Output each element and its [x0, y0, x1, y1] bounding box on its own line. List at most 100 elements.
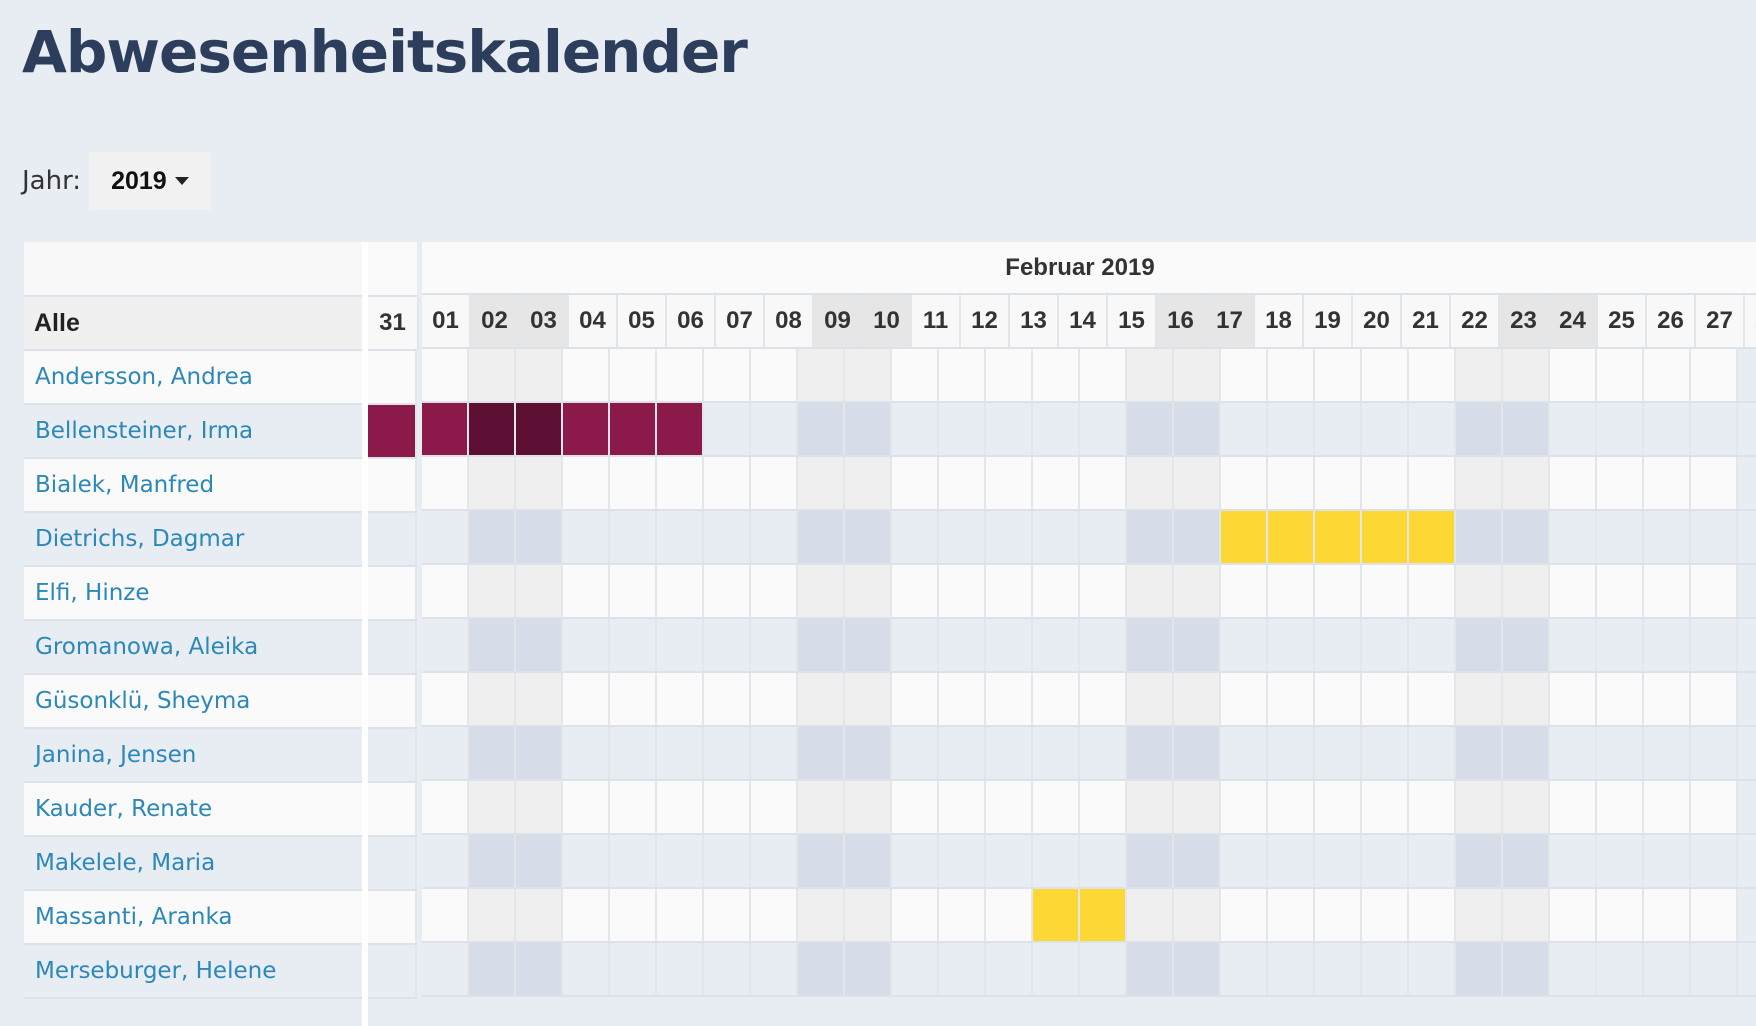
- day-cell[interactable]: [939, 403, 986, 455]
- day-cell[interactable]: [751, 943, 798, 995]
- absence-cell[interactable]: [1362, 511, 1409, 563]
- day-cell[interactable]: [1080, 673, 1127, 725]
- day-cell[interactable]: [704, 673, 751, 725]
- day-cell[interactable]: [1644, 457, 1691, 509]
- day-cell[interactable]: [751, 511, 798, 563]
- day-cell[interactable]: [1691, 511, 1738, 563]
- day-cell[interactable]: [1033, 511, 1080, 563]
- day-cell[interactable]: [1456, 403, 1503, 455]
- employee-name-link[interactable]: Dietrichs, Dagmar: [24, 513, 362, 567]
- day-cell[interactable]: [1362, 349, 1409, 401]
- day-cell[interactable]: [1503, 619, 1550, 671]
- day-cell[interactable]: [1550, 511, 1597, 563]
- day-cell[interactable]: [1597, 781, 1644, 833]
- day-cell[interactable]: [1315, 673, 1362, 725]
- day-cell[interactable]: [751, 889, 798, 941]
- day-cell[interactable]: [1691, 673, 1738, 725]
- day-cell[interactable]: [1456, 511, 1503, 563]
- day-cell[interactable]: [1268, 727, 1315, 779]
- day-cell[interactable]: [798, 727, 845, 779]
- day-cell[interactable]: [1080, 349, 1127, 401]
- day-cell[interactable]: [986, 403, 1033, 455]
- day-cell[interactable]: [422, 565, 469, 617]
- absence-cell[interactable]: [657, 403, 704, 455]
- day-cell[interactable]: [1315, 457, 1362, 509]
- employee-name-link[interactable]: Merseburger, Helene: [24, 945, 362, 999]
- day-cell[interactable]: [1597, 727, 1644, 779]
- day-cell[interactable]: [1221, 673, 1268, 725]
- day-cell[interactable]: [892, 673, 939, 725]
- absence-cell[interactable]: [1268, 511, 1315, 563]
- employee-name-link[interactable]: Bellensteiner, Irma: [24, 405, 362, 459]
- day-cell[interactable]: [939, 349, 986, 401]
- absence-cell[interactable]: [516, 403, 563, 455]
- day-cell[interactable]: [1691, 349, 1738, 401]
- day-cell[interactable]: [563, 673, 610, 725]
- day-cell[interactable]: [610, 835, 657, 887]
- day-cell[interactable]: [1174, 727, 1221, 779]
- day-cell[interactable]: [939, 619, 986, 671]
- day-cell[interactable]: [368, 783, 417, 835]
- day-cell[interactable]: [704, 619, 751, 671]
- employee-name-link[interactable]: Massanti, Aranka: [24, 891, 362, 945]
- day-cell[interactable]: [1550, 835, 1597, 887]
- day-cell[interactable]: [1127, 619, 1174, 671]
- day-cell[interactable]: [751, 781, 798, 833]
- day-cell[interactable]: [516, 781, 563, 833]
- day-cell[interactable]: [1221, 781, 1268, 833]
- day-cell[interactable]: [1174, 673, 1221, 725]
- day-cell[interactable]: [1456, 943, 1503, 995]
- day-cell[interactable]: [657, 889, 704, 941]
- day-cell[interactable]: [1033, 457, 1080, 509]
- day-cell[interactable]: [1362, 619, 1409, 671]
- day-cell[interactable]: [1550, 727, 1597, 779]
- day-cell[interactable]: [845, 457, 892, 509]
- day-cell[interactable]: [751, 673, 798, 725]
- day-cell[interactable]: [704, 835, 751, 887]
- day-cell[interactable]: [610, 943, 657, 995]
- day-cell[interactable]: [892, 943, 939, 995]
- day-cell[interactable]: [939, 673, 986, 725]
- employee-name-link[interactable]: Bialek, Manfred: [24, 459, 362, 513]
- day-cell[interactable]: [469, 727, 516, 779]
- day-cell[interactable]: [469, 673, 516, 725]
- day-cell[interactable]: [368, 459, 417, 511]
- employee-name-link[interactable]: Gromanowa, Aleika: [24, 621, 362, 675]
- day-cell[interactable]: [1362, 727, 1409, 779]
- day-cell[interactable]: [1456, 781, 1503, 833]
- day-cell[interactable]: [368, 513, 417, 565]
- day-cell[interactable]: [1597, 835, 1644, 887]
- day-cell[interactable]: [1550, 349, 1597, 401]
- day-cell[interactable]: [1597, 889, 1644, 941]
- day-cell[interactable]: [563, 349, 610, 401]
- absence-cell[interactable]: [368, 405, 417, 457]
- day-cell[interactable]: [845, 565, 892, 617]
- day-cell[interactable]: [751, 457, 798, 509]
- day-cell[interactable]: [1409, 727, 1456, 779]
- day-cell[interactable]: [469, 619, 516, 671]
- day-cell[interactable]: [892, 889, 939, 941]
- day-cell[interactable]: [610, 889, 657, 941]
- day-cell[interactable]: [798, 619, 845, 671]
- day-cell[interactable]: [1691, 727, 1738, 779]
- day-cell[interactable]: [657, 565, 704, 617]
- day-cell[interactable]: [1644, 619, 1691, 671]
- day-cell[interactable]: [1033, 403, 1080, 455]
- year-dropdown[interactable]: 2019: [89, 152, 211, 210]
- day-cell[interactable]: [563, 889, 610, 941]
- day-cell[interactable]: [1174, 943, 1221, 995]
- day-cell[interactable]: [469, 565, 516, 617]
- day-cell[interactable]: [657, 457, 704, 509]
- day-cell[interactable]: [610, 511, 657, 563]
- day-cell[interactable]: [1221, 403, 1268, 455]
- day-cell[interactable]: [892, 565, 939, 617]
- day-cell[interactable]: [751, 619, 798, 671]
- day-cell[interactable]: [1221, 565, 1268, 617]
- employee-name-link[interactable]: Kauder, Renate: [24, 783, 362, 837]
- day-cell[interactable]: [1456, 673, 1503, 725]
- day-cell[interactable]: [368, 837, 417, 889]
- day-cell[interactable]: [610, 673, 657, 725]
- day-cell[interactable]: [1691, 889, 1738, 941]
- day-cell[interactable]: [1315, 781, 1362, 833]
- day-cell[interactable]: [1409, 835, 1456, 887]
